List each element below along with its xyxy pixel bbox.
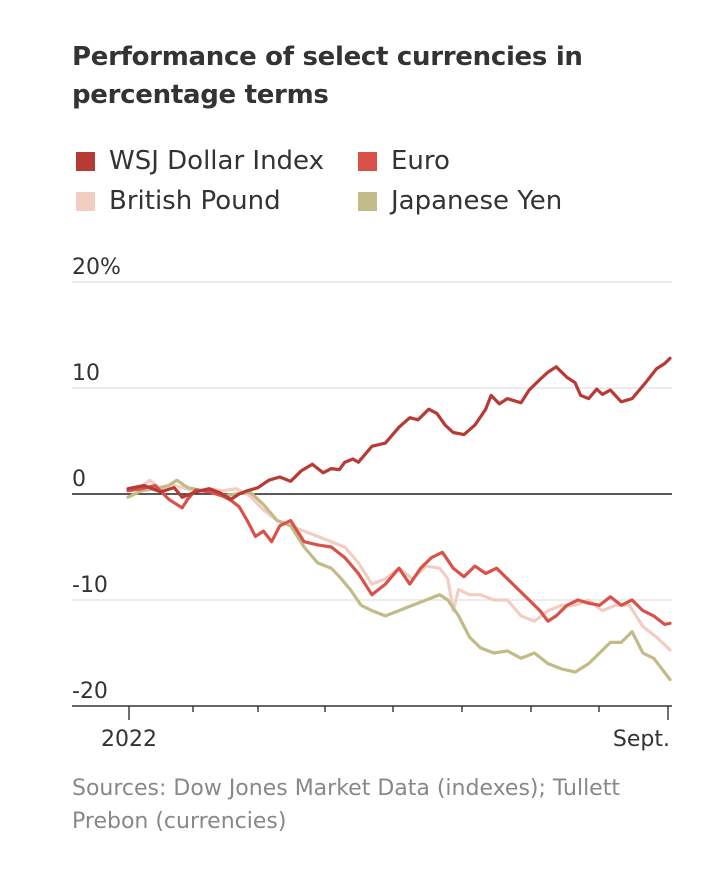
legend-item-wsj-dollar-index: WSJ Dollar Index — [76, 146, 324, 176]
chart-title: Performance of select currencies in perc… — [72, 42, 583, 110]
legend-swatch — [358, 191, 377, 211]
legend-swatch — [76, 151, 95, 171]
legend-label: Japanese Yen — [391, 186, 563, 216]
y-tick-label: -10 — [72, 573, 108, 598]
legend-item-british-pound: British Pound — [76, 186, 281, 216]
gridlines — [72, 281, 672, 601]
legend-label: Euro — [391, 146, 450, 176]
legend-swatch — [358, 151, 377, 171]
legend-label: British Pound — [109, 186, 281, 216]
legend-label: WSJ Dollar Index — [109, 146, 324, 176]
series-line-japanese-yen — [126, 478, 672, 682]
x-axis: 2022 Sept. — [72, 705, 672, 752]
legend-item-euro: Euro — [358, 146, 450, 176]
x-tick-label: Sept. — [613, 727, 670, 752]
series-line-wsj-dollar-index — [126, 356, 672, 501]
legend-swatch — [76, 191, 95, 211]
series-lines — [126, 356, 672, 682]
y-tick-label: -20 — [72, 679, 108, 704]
series-line-euro — [126, 483, 672, 627]
y-tick-label: 20% — [72, 255, 121, 280]
series-line-british-pound — [126, 478, 672, 652]
legend-item-japanese-yen: Japanese Yen — [358, 186, 562, 216]
x-tick-label: 2022 — [101, 727, 157, 752]
y-axis-ticks: 20% 10 0 -10 -20 — [72, 255, 121, 704]
y-tick-label: 10 — [72, 361, 100, 386]
y-tick-label: 0 — [72, 467, 86, 492]
source-note: Sources: Dow Jones Market Data (indexes)… — [72, 776, 620, 834]
